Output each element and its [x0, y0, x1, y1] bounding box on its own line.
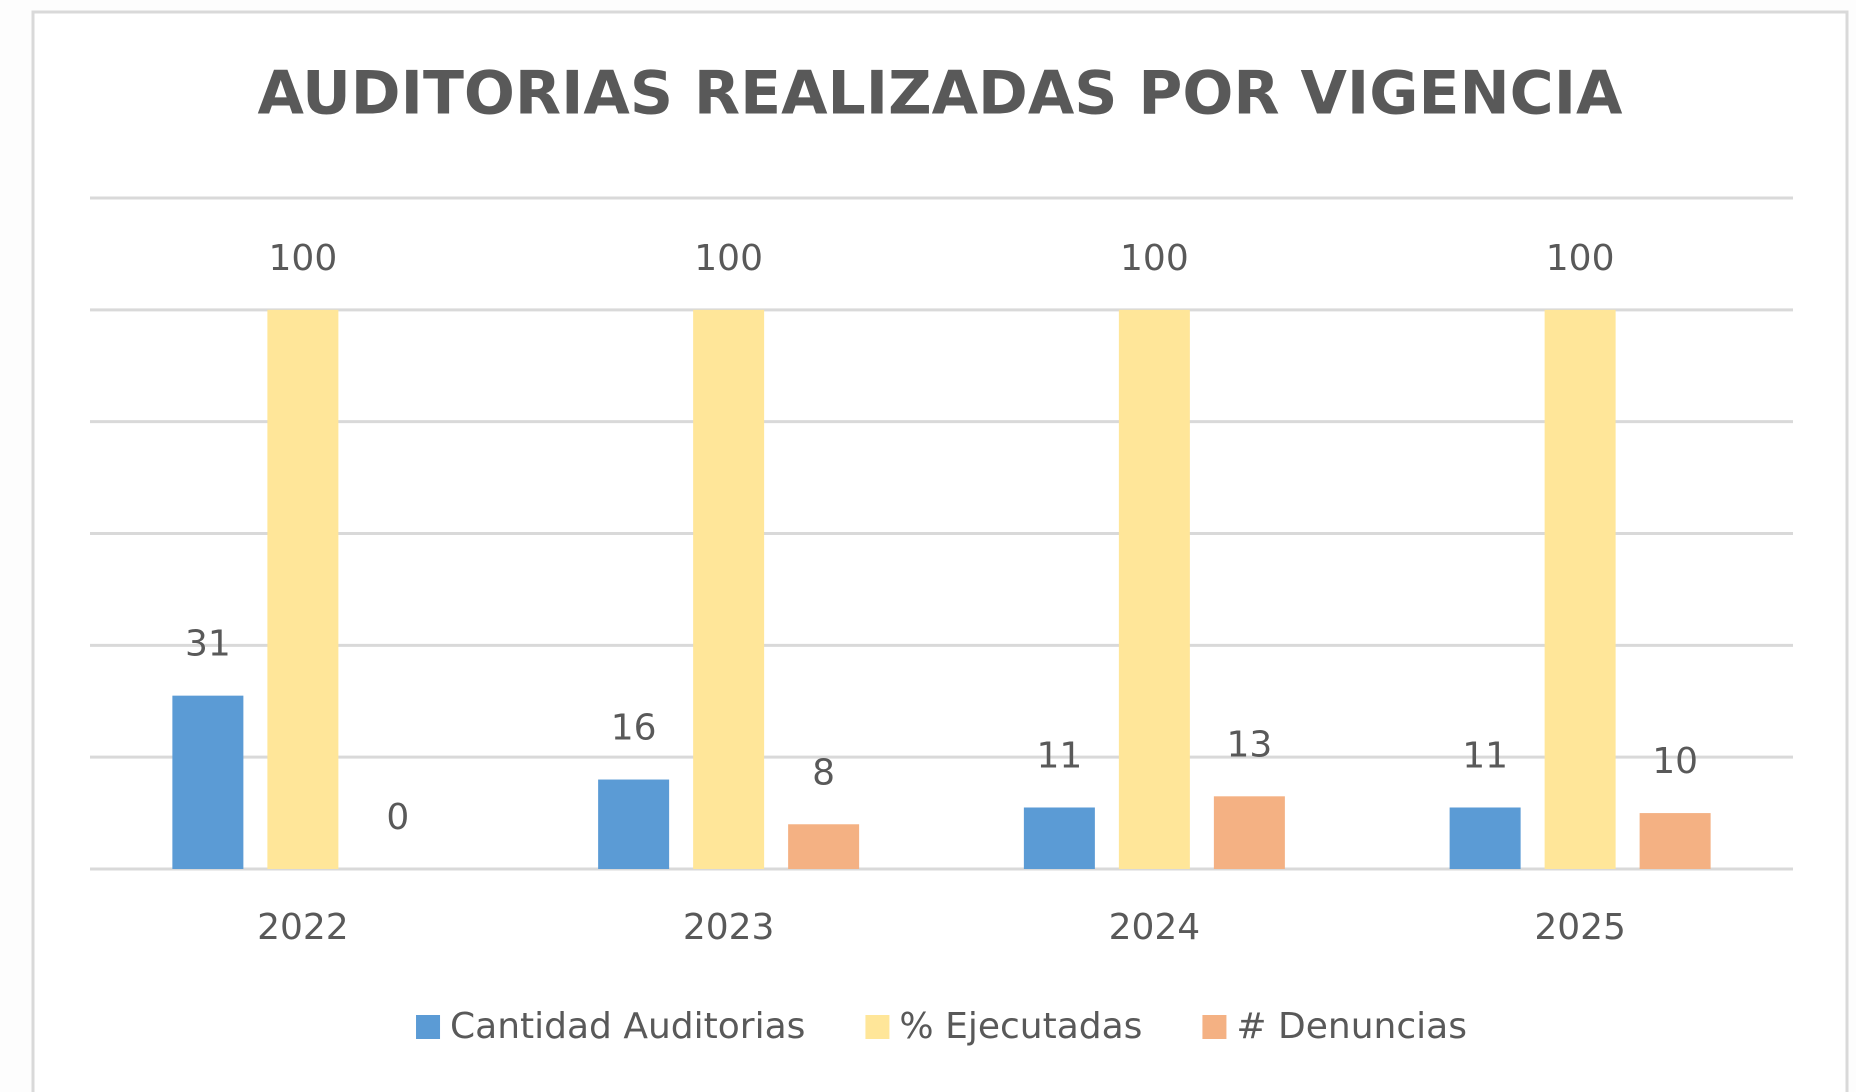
x-tick-label: 2022: [257, 907, 349, 948]
bar: [1449, 807, 1521, 869]
data-label: 100: [269, 238, 338, 279]
bar: [1118, 309, 1190, 869]
legend-swatch: [865, 1015, 890, 1039]
legend-swatch: [416, 1015, 441, 1039]
bar: [1213, 796, 1285, 869]
data-label: 31: [185, 624, 231, 665]
bar: [788, 824, 860, 869]
data-label: 100: [694, 238, 763, 279]
data-label: 8: [812, 752, 835, 793]
data-label: 16: [611, 708, 657, 749]
bar: [267, 309, 339, 869]
data-label: 0: [386, 797, 409, 838]
bar: [598, 779, 670, 869]
x-tick-label: 2024: [1109, 907, 1201, 948]
bar: [1023, 807, 1095, 869]
bar: [693, 309, 765, 869]
chart-title: AUDITORIAS REALIZADAS POR VIGENCIA: [258, 59, 1624, 129]
legend-label: Cantidad Auditorias: [450, 1006, 805, 1047]
data-label: 11: [1036, 735, 1082, 776]
data-label: 10: [1652, 741, 1698, 782]
legend-swatch: [1202, 1015, 1227, 1039]
legend-label: % Ejecutadas: [899, 1006, 1142, 1047]
data-label: 11: [1462, 735, 1508, 776]
data-label: 100: [1120, 238, 1189, 279]
bar: [172, 695, 244, 869]
x-tick-label: 2023: [683, 907, 775, 948]
data-label: 13: [1226, 724, 1272, 765]
legend-label: # Denuncias: [1236, 1006, 1467, 1047]
bar: [1544, 309, 1616, 869]
bar: [1639, 813, 1711, 869]
x-tick-label: 2025: [1534, 907, 1626, 948]
data-label: 100: [1546, 238, 1615, 279]
